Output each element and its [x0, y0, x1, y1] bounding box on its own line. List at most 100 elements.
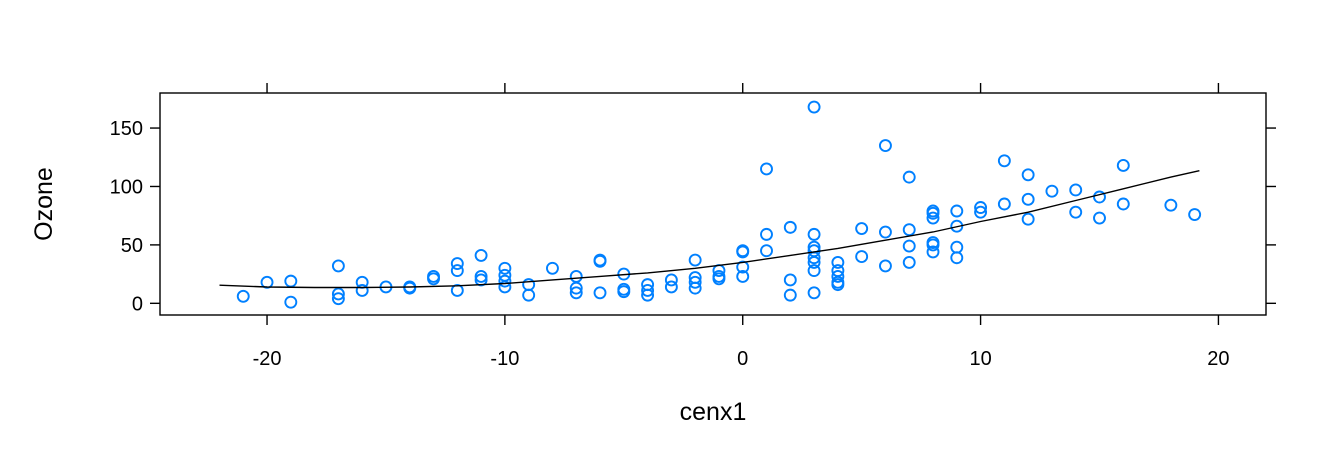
data-point — [760, 227, 773, 241]
data-point — [284, 274, 298, 288]
data-point — [450, 257, 464, 271]
data-point — [807, 227, 821, 241]
data-points — [236, 100, 1202, 309]
data-point — [688, 281, 702, 295]
data-point — [926, 245, 940, 259]
data-point — [807, 100, 821, 114]
data-point — [926, 211, 940, 225]
axis-ticks — [150, 83, 1276, 325]
data-point — [736, 260, 750, 274]
data-point — [498, 261, 512, 275]
data-point — [1093, 211, 1106, 225]
data-point — [950, 240, 964, 254]
data-point — [331, 292, 345, 306]
data-point — [474, 269, 488, 283]
data-point — [1045, 184, 1059, 198]
data-point — [831, 278, 845, 292]
data-point — [1021, 212, 1035, 226]
data-point — [1021, 168, 1035, 182]
data-point — [712, 272, 726, 286]
data-point — [831, 255, 845, 269]
data-point — [331, 287, 345, 301]
data-point — [950, 251, 964, 265]
data-point — [760, 244, 773, 258]
data-point — [974, 205, 988, 219]
data-point — [736, 245, 750, 259]
data-point — [1116, 158, 1130, 172]
data-point — [474, 248, 488, 262]
data-point — [997, 154, 1011, 168]
data-point — [831, 269, 845, 283]
data-point — [569, 281, 583, 295]
data-point — [950, 204, 964, 218]
data-point — [736, 269, 750, 283]
data-point — [878, 259, 892, 273]
data-point — [783, 288, 797, 302]
data-point — [284, 295, 298, 309]
data-point — [498, 274, 512, 288]
y-tick-label: 0 — [132, 293, 143, 315]
data-point — [1093, 190, 1106, 204]
y-tick-label: 150 — [110, 118, 143, 140]
data-point — [902, 170, 916, 184]
data-point — [331, 259, 345, 273]
data-point — [236, 289, 250, 303]
data-point — [807, 286, 821, 300]
data-point — [1116, 197, 1130, 211]
data-point — [569, 286, 583, 300]
x-tick-label: 0 — [737, 348, 748, 370]
plot-frame — [159, 92, 1267, 316]
data-point — [641, 284, 655, 297]
data-point — [1164, 198, 1178, 212]
data-point — [403, 281, 417, 295]
x-tick-label: 10 — [969, 348, 991, 370]
data-point — [807, 255, 821, 269]
data-point — [855, 250, 869, 264]
data-point — [450, 284, 464, 297]
data-point — [855, 222, 869, 235]
data-point — [902, 255, 916, 269]
data-point — [569, 269, 583, 283]
data-point — [593, 286, 607, 300]
data-point — [1069, 205, 1083, 219]
x-tick-label: -10 — [490, 348, 519, 370]
x-tick-label: 20 — [1207, 348, 1229, 370]
data-point — [902, 223, 916, 237]
data-point — [474, 273, 488, 287]
data-point — [926, 238, 940, 252]
data-point — [427, 272, 440, 286]
data-point — [546, 261, 559, 275]
data-point — [688, 275, 702, 289]
data-point — [617, 285, 631, 299]
data-point — [664, 273, 678, 287]
data-point — [974, 201, 988, 214]
data-point — [641, 288, 655, 302]
data-point — [783, 220, 797, 234]
data-point — [498, 280, 512, 294]
smooth-fit-line — [219, 170, 1200, 289]
data-point — [878, 139, 892, 153]
data-point — [355, 284, 369, 297]
y-tick-label: 100 — [110, 176, 143, 198]
y-tick-label: 50 — [121, 235, 143, 257]
data-point — [688, 253, 702, 267]
x-tick-label: -20 — [253, 348, 282, 370]
data-point — [664, 280, 678, 294]
data-point — [997, 197, 1011, 211]
data-point — [807, 264, 821, 278]
data-point — [878, 225, 892, 239]
data-point — [1188, 208, 1202, 221]
data-point — [760, 162, 773, 176]
y-axis-title: Ozone — [30, 167, 58, 241]
data-point — [1069, 183, 1083, 197]
data-point — [783, 273, 797, 287]
x-axis-title: cenx1 — [680, 398, 747, 426]
tick-labels: -20 -10 0 10 20 0 50 100 150 — [110, 118, 1230, 370]
data-point — [1021, 192, 1035, 206]
data-point — [926, 206, 940, 220]
data-point — [450, 264, 464, 278]
data-point — [260, 275, 274, 289]
data-point — [593, 254, 607, 268]
data-point — [522, 288, 536, 302]
